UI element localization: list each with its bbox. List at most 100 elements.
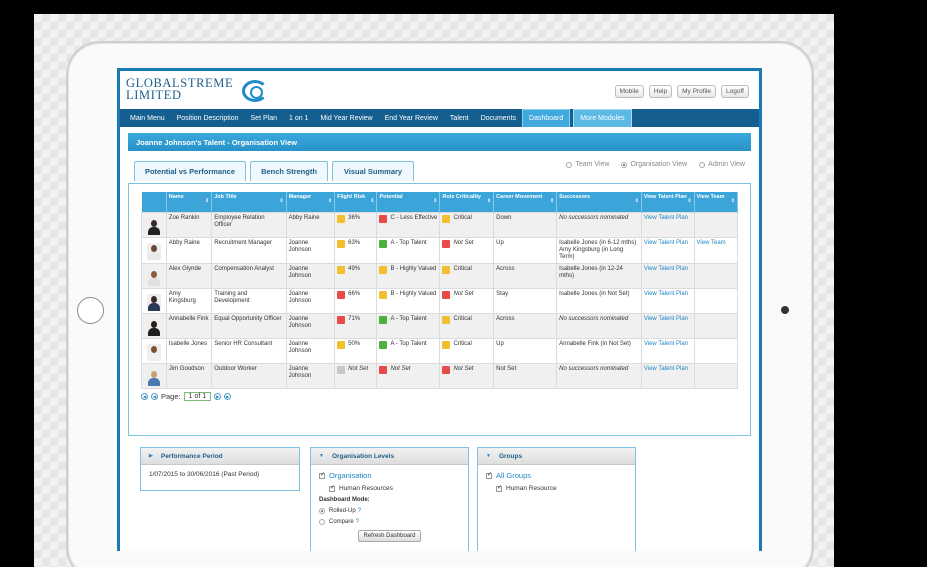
home-button[interactable] xyxy=(77,297,104,324)
table-row[interactable]: Jim Goodson Outdoor Worker Joanne Johnso… xyxy=(141,362,739,389)
first-page-icon[interactable]: ◀ xyxy=(141,392,148,400)
page-input[interactable]: 1 of 1 xyxy=(183,391,212,401)
tab-potential-vs-performance[interactable]: Potential vs Performance xyxy=(134,161,246,181)
name-cell: Alex Glynde xyxy=(165,262,213,289)
talent-panel: Name ⇕ Job Title ⇕ Manager ⇕ Flight Risk ⇕ P… xyxy=(128,183,751,436)
prev-page-icon[interactable]: ◀ xyxy=(151,392,158,400)
checkbox-icon[interactable] xyxy=(486,471,492,479)
sort-icon: ⇕ xyxy=(549,198,555,204)
header-job-title[interactable]: Job Title ⇕ xyxy=(211,192,287,212)
header-view-team[interactable]: View Team ⇕ xyxy=(694,192,739,212)
radio-organisation-view[interactable]: Organisation View xyxy=(621,161,687,168)
header-role-criticality[interactable]: Role Criticality ⇕ xyxy=(439,192,495,212)
successors-cell: Isabelle Jones (in 6-12 mths) Amy Kingsb… xyxy=(556,236,642,264)
my-profile-link[interactable]: My Profile xyxy=(677,85,717,98)
mobile-link[interactable]: Mobile xyxy=(614,85,644,98)
nav-1-on-1[interactable]: 1 on 1 xyxy=(288,114,309,122)
role-criticality-cell: Critical xyxy=(439,312,495,339)
org-root-label[interactable]: Organisation xyxy=(329,471,372,480)
table-row[interactable]: Annabelle Fink Equal Opportunity Officer… xyxy=(141,312,739,339)
sort-icon: ⇕ xyxy=(687,198,692,204)
view-team-link[interactable] xyxy=(693,287,739,314)
groups-root-row[interactable]: All Groups xyxy=(486,471,627,480)
view-team-link[interactable] xyxy=(693,211,739,238)
role-criticality-value: Not Set xyxy=(453,290,474,297)
view-talent-plan-link[interactable]: View Talent Plan xyxy=(640,312,695,339)
refresh-dashboard-button[interactable]: Refresh Dashboard xyxy=(358,530,421,542)
view-team-link[interactable] xyxy=(693,362,739,389)
nav-more-modules[interactable]: More Modules xyxy=(573,109,632,127)
sort-icon: ⇕ xyxy=(634,198,639,204)
role-criticality-cell: Critical xyxy=(439,211,495,238)
nav-main-menu[interactable]: Main Menu xyxy=(130,114,165,122)
flight-risk-cell: 71% xyxy=(334,312,378,339)
view-talent-plan-link[interactable]: View Talent Plan xyxy=(640,262,695,289)
view-team-link[interactable]: View Team xyxy=(693,236,739,264)
nav-documents[interactable]: Documents xyxy=(480,114,517,122)
bottom-panels: ▶ Performance Period 1/07/2015 to 30/06/2… xyxy=(140,447,759,551)
tab-bench-strength[interactable]: Bench Strength xyxy=(250,161,328,181)
groups-root-label[interactable]: All Groups xyxy=(496,471,532,480)
header-flight-risk[interactable]: Flight Risk ⇕ xyxy=(334,192,378,212)
view-team-link[interactable] xyxy=(693,337,739,364)
nav-set-plan[interactable]: Set Plan xyxy=(250,114,277,122)
org-child-row[interactable]: Human Resources xyxy=(319,484,460,492)
header-name[interactable]: Name ⇕ xyxy=(166,192,213,212)
view-talent-plan-link[interactable]: View Talent Plan xyxy=(640,211,695,238)
table-row[interactable]: Abby Raine Recruitment Manager Joanne Jo… xyxy=(141,236,739,264)
view-talent-plan-link[interactable]: View Talent Plan xyxy=(640,362,695,389)
refresh-row: Refresh Dashboard xyxy=(319,530,460,542)
nav-position-description[interactable]: Position Description xyxy=(176,114,239,122)
status-square-icon xyxy=(337,315,346,324)
help-icon[interactable]: ? xyxy=(357,508,362,514)
view-talent-plan-link[interactable]: View Talent Plan xyxy=(640,236,695,264)
checkbox-icon[interactable] xyxy=(319,471,325,479)
performance-period-value[interactable]: 1/07/2015 to 30/06/2016 (Past Period) xyxy=(149,471,260,478)
next-page-icon[interactable]: ▶ xyxy=(214,392,222,400)
mode-rolled-up[interactable]: Rolled-Up? xyxy=(319,508,460,514)
panel-header[interactable]: ▶ Performance Period xyxy=(141,448,299,465)
potential-value: C - Less Effective xyxy=(390,214,438,221)
mode-compare[interactable]: Compare? xyxy=(319,519,460,525)
table-header-row: Name ⇕ Job Title ⇕ Manager ⇕ Flight Risk ⇕ P… xyxy=(141,192,739,212)
panel-header[interactable]: ▼ Groups xyxy=(478,448,635,465)
nav-mid-year-review[interactable]: Mid Year Review xyxy=(320,114,373,122)
view-team-link[interactable] xyxy=(693,312,739,339)
tab-visual-summary[interactable]: Visual Summary xyxy=(332,161,414,181)
table-row[interactable]: Amy Kingsburg Training and Development J… xyxy=(141,287,739,314)
manager-cell: Abby Raine xyxy=(285,211,336,238)
header-potential[interactable]: Potential ⇕ xyxy=(376,192,441,212)
org-root-row[interactable]: Organisation xyxy=(319,471,460,480)
nav-dashboard[interactable]: Dashboard xyxy=(522,109,571,127)
career-movement-cell: Not Set xyxy=(493,362,558,389)
radio-on-icon[interactable] xyxy=(319,508,325,514)
view-team-link[interactable] xyxy=(693,262,739,289)
checkbox-icon[interactable] xyxy=(496,484,502,492)
tabs-row: Potential vs Performance Bench Strength … xyxy=(128,157,751,183)
radio-team-view[interactable]: Team View xyxy=(566,161,609,168)
help-icon[interactable]: ? xyxy=(355,519,360,525)
checkbox-icon[interactable] xyxy=(329,484,335,492)
logoff-link[interactable]: Logoff xyxy=(721,85,749,98)
view-talent-plan-link[interactable]: View Talent Plan xyxy=(640,337,695,364)
radio-admin-view[interactable]: Admin View xyxy=(699,161,745,168)
status-square-icon xyxy=(337,340,346,349)
table-row[interactable]: Isabelle Jones Senior HR Consultant Joan… xyxy=(141,337,739,364)
nav-end-year-review[interactable]: End Year Review xyxy=(384,114,438,122)
nav-talent[interactable]: Talent xyxy=(449,114,469,122)
avatar-cell xyxy=(141,262,167,289)
status-square-icon xyxy=(442,214,451,223)
radio-off-icon[interactable] xyxy=(319,519,325,525)
groups-child-row[interactable]: Human Resource xyxy=(486,484,627,492)
view-talent-plan-link[interactable]: View Talent Plan xyxy=(640,287,695,314)
panel-header[interactable]: ▼ Organisation Levels xyxy=(311,448,468,465)
header-manager[interactable]: Manager ⇕ xyxy=(286,192,336,212)
header-view-talent-plan[interactable]: View Talent Plan ⇕ xyxy=(641,192,695,212)
header-successors[interactable]: Successors ⇕ xyxy=(556,192,642,212)
status-square-icon xyxy=(379,265,388,274)
last-page-icon[interactable]: ▶ xyxy=(224,392,232,400)
table-row[interactable]: Zoe Rankin Employee Relation Officer Abb… xyxy=(141,211,739,238)
header-career-movement[interactable]: Career Movement ⇕ xyxy=(493,192,558,212)
help-link[interactable]: Help xyxy=(648,85,673,98)
table-row[interactable]: Alex Glynde Compensation Analyst Joanne … xyxy=(141,262,739,289)
